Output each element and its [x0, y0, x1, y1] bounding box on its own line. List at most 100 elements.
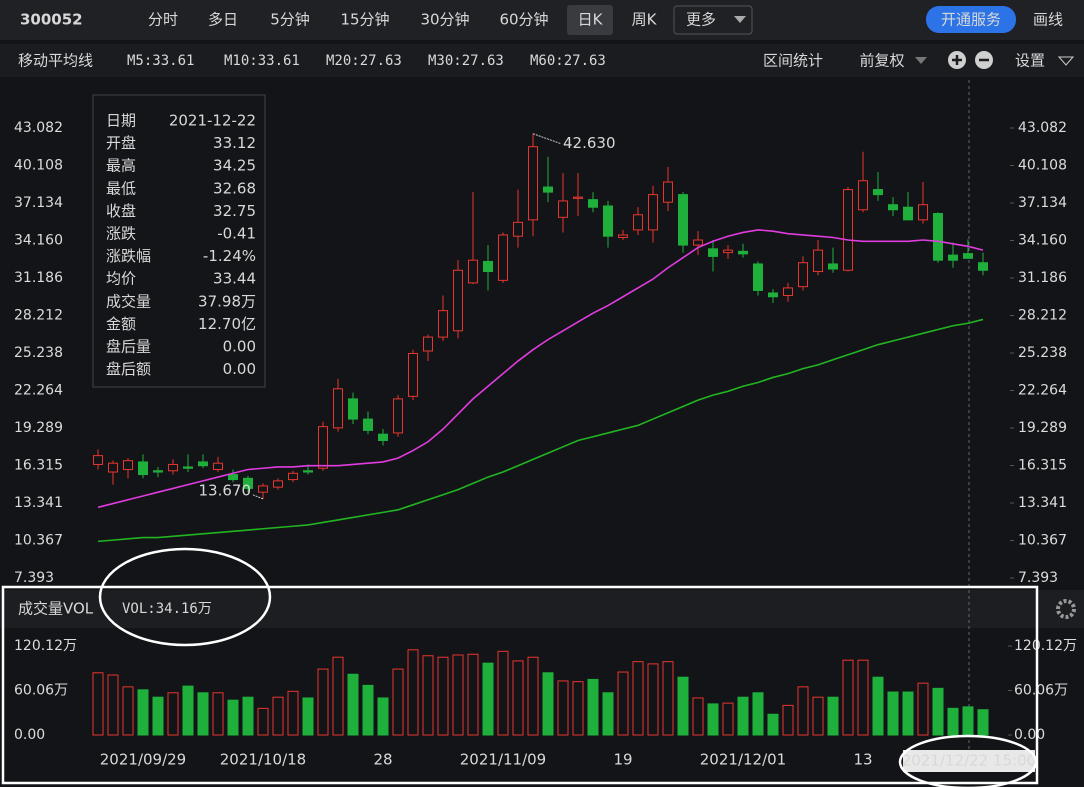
- tab[interactable]: 15分钟: [340, 11, 389, 29]
- dropdown-icon: [1057, 56, 1075, 66]
- info-value: -1.24%: [203, 247, 256, 265]
- x-tick-label: 13: [853, 751, 872, 769]
- crosshair-label-bg: [903, 750, 1035, 772]
- tab[interactable]: 分时: [148, 11, 178, 29]
- candle-body: [858, 180, 868, 211]
- y-tick-label: 0.00: [14, 727, 45, 743]
- volume-bar: [977, 709, 989, 736]
- info-label: 日期: [106, 112, 136, 130]
- candle-body: [153, 470, 163, 473]
- candle-body: [228, 474, 238, 481]
- info-label: 盘后额: [106, 360, 151, 378]
- candle-body: [723, 249, 733, 254]
- tab[interactable]: 5分钟: [270, 11, 310, 29]
- y-tick-label: 31.186: [1018, 270, 1067, 286]
- tab[interactable]: 周K: [632, 11, 658, 29]
- volume-bar: [272, 696, 284, 736]
- candle-body: [258, 485, 268, 493]
- tab[interactable]: 日K: [578, 11, 604, 29]
- volume-bar: [647, 663, 659, 736]
- candle-body: [678, 194, 688, 246]
- annotation-leader: [532, 133, 562, 145]
- candle-body: [738, 250, 748, 255]
- y-tick-label: 22.264: [1018, 383, 1067, 399]
- settings[interactable]: 设置: [1015, 52, 1045, 70]
- volume-value: VOL:34.16万: [122, 601, 212, 617]
- annotation: 13.670: [199, 481, 252, 499]
- x-tick-label: 19: [613, 751, 632, 769]
- info-value: 33.44: [213, 270, 256, 288]
- candle-body: [978, 262, 988, 271]
- ma-label: M60:27.63: [530, 53, 606, 69]
- candle-body: [903, 206, 913, 221]
- volume-bar: [557, 680, 569, 736]
- volume-bar: [377, 697, 389, 736]
- candle-body: [498, 234, 508, 281]
- annotation-leader: [252, 494, 264, 500]
- candle-body: [408, 352, 418, 397]
- candle-body: [558, 200, 568, 218]
- volume-bar: [932, 687, 944, 736]
- volume-bar: [917, 682, 929, 736]
- y-tick-label: 13.341: [14, 495, 63, 511]
- volume-bar: [737, 696, 749, 736]
- volume-bar: [107, 674, 119, 736]
- y-tick-label: 28.212: [1018, 308, 1067, 324]
- ma-label: M30:27.63: [428, 53, 504, 69]
- tab[interactable]: 30分钟: [420, 11, 469, 29]
- y-tick-label: 25.238: [14, 345, 63, 361]
- volume-bar: [467, 653, 479, 736]
- tab[interactable]: 60分钟: [499, 11, 548, 29]
- tab-more[interactable]: 更多: [686, 11, 716, 29]
- info-value: 37.98万: [198, 292, 256, 310]
- volume-bar: [752, 692, 764, 736]
- candle-body: [948, 254, 958, 261]
- volume-bar: [137, 689, 149, 736]
- volume-bar: [167, 692, 179, 736]
- x-tick-label: 2021/10/18: [220, 751, 306, 769]
- candle-body: [753, 263, 763, 291]
- candle-body: [873, 189, 883, 196]
- info-value: 34.25: [213, 157, 256, 175]
- volume-bar: [962, 706, 974, 736]
- dropdown-icon: [915, 57, 927, 64]
- ma-label: M5:33.61: [127, 53, 194, 69]
- volume-bar: [872, 676, 884, 736]
- adjust[interactable]: 前复权: [859, 52, 904, 70]
- candle-body: [453, 269, 463, 332]
- service-label[interactable]: 开通服务: [941, 11, 1001, 29]
- volume-bar: [212, 692, 224, 736]
- volume-bar: [887, 691, 899, 736]
- range-stats[interactable]: 区间统计: [763, 52, 823, 70]
- volume-bar: [707, 703, 719, 736]
- volume-bar: [767, 713, 779, 736]
- volume-bar: [92, 672, 104, 736]
- gear-icon[interactable]: [1056, 599, 1076, 619]
- volume-bar: [512, 660, 524, 736]
- stock-code: 300052: [20, 11, 83, 29]
- tab[interactable]: 多日: [208, 11, 238, 29]
- x-tick-label: 2021/11/09: [460, 751, 546, 769]
- highlight-box: [1, 585, 1039, 785]
- service-button[interactable]: [926, 6, 1016, 33]
- draw-button[interactable]: 画线: [1033, 11, 1063, 29]
- volume-bar: [662, 661, 674, 736]
- candle-body: [468, 259, 478, 284]
- candle-body: [138, 461, 148, 476]
- y-tick-label: 10.367: [1018, 533, 1067, 549]
- candle-body: [93, 455, 103, 465]
- candle-body: [123, 460, 133, 470]
- highlight-ellipse: [898, 734, 1038, 787]
- volume-bar: [527, 656, 539, 736]
- volume-bar: [722, 702, 734, 736]
- candle-body: [348, 398, 358, 420]
- info-label: 金额: [106, 315, 136, 333]
- candle-body: [783, 287, 793, 296]
- info-value: -0.41: [217, 225, 256, 243]
- ma-line: [97, 318, 984, 543]
- y-tick-label: 34.160: [1018, 233, 1067, 249]
- info-label: 最低: [106, 179, 136, 197]
- candle-body: [393, 398, 403, 434]
- more-box[interactable]: [673, 5, 753, 35]
